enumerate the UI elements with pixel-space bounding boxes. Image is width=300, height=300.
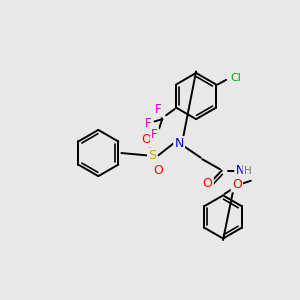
Text: Cl: Cl — [230, 73, 241, 83]
Text: F: F — [155, 103, 162, 116]
Text: H: H — [244, 166, 252, 176]
Text: S: S — [148, 149, 156, 162]
Text: N: N — [236, 164, 244, 177]
Text: O: O — [203, 177, 213, 190]
Text: N: N — [175, 137, 184, 150]
Text: O: O — [153, 164, 163, 177]
Text: O: O — [232, 178, 242, 191]
Text: O: O — [141, 134, 151, 146]
Text: F: F — [145, 116, 152, 130]
Text: F: F — [151, 128, 158, 141]
